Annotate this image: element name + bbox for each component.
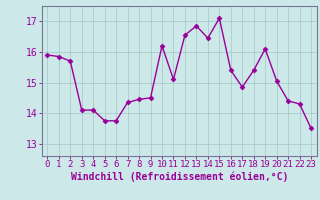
X-axis label: Windchill (Refroidissement éolien,°C): Windchill (Refroidissement éolien,°C) xyxy=(70,172,288,182)
